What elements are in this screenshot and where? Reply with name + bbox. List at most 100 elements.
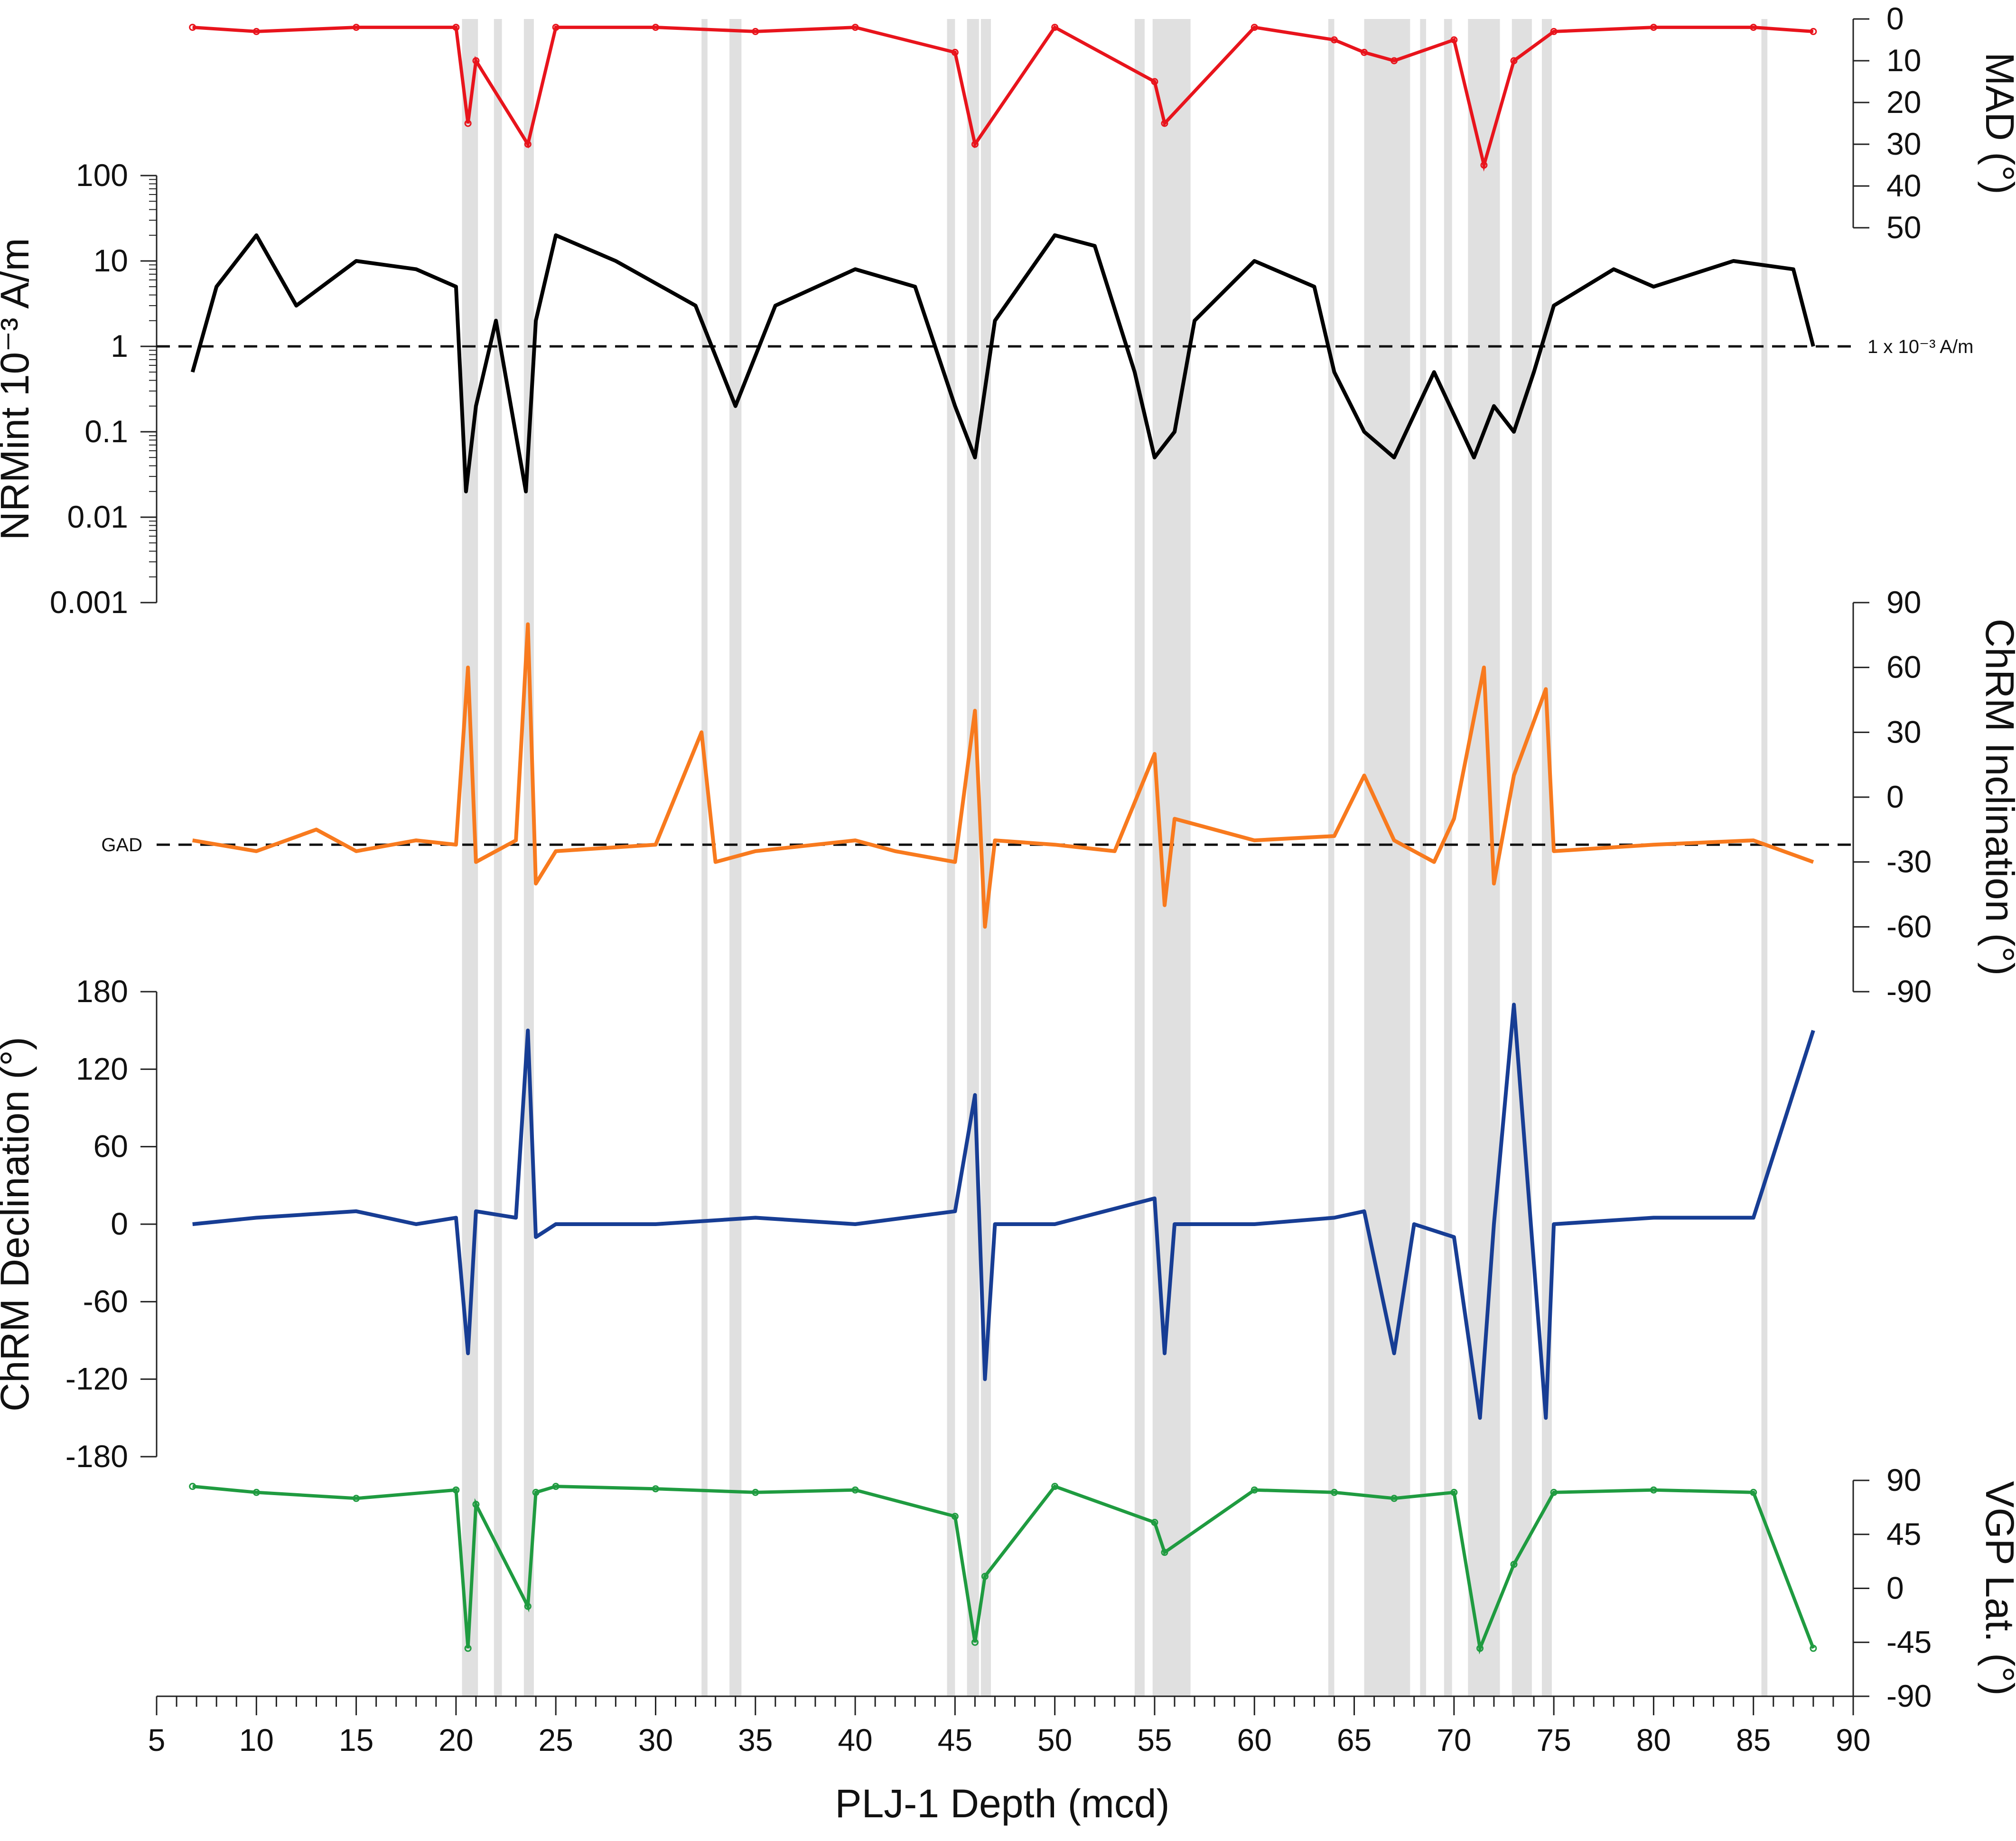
mad-point-23 — [1550, 28, 1558, 35]
mad-point-11 — [951, 48, 959, 56]
excluded-band-8 — [1134, 19, 1145, 1696]
x-tick-label-1: 10 — [239, 1722, 274, 1757]
dec-tick-label-0: 180 — [76, 974, 128, 1009]
vgp-point-14 — [981, 1572, 989, 1580]
inc-y-axis-title: ChRM Inclination (°) — [1978, 619, 2016, 976]
vgp-point-21 — [1450, 1488, 1458, 1496]
excluded-band-14 — [1468, 19, 1500, 1696]
x-tick-label-14: 75 — [1536, 1722, 1571, 1757]
mad-point-25 — [1750, 24, 1757, 31]
mad-point-12 — [971, 140, 979, 148]
dec-tick-label-5: -120 — [65, 1361, 128, 1396]
excluded-band-10 — [1328, 19, 1335, 1696]
vgp-point-6 — [524, 1602, 532, 1610]
inc-tick-label-2: 30 — [1886, 714, 1921, 749]
mad-tick-label-5: 50 — [1886, 210, 1921, 245]
inc-panel: 90 60 30 0 -30 -60 -90 ChRM Inclination (°) GAD — [101, 585, 2016, 1009]
excluded-band-15 — [1512, 19, 1532, 1696]
x-tick-label-7: 40 — [838, 1722, 872, 1757]
vgp-tick-label-4: -90 — [1886, 1678, 1932, 1713]
x-tick-label-2: 15 — [339, 1722, 373, 1757]
mad-point-24 — [1650, 24, 1657, 31]
inc-tick-label-6: -90 — [1886, 974, 1932, 1009]
excluded-band-17 — [1761, 19, 1768, 1696]
vgp-point-19 — [1330, 1488, 1338, 1496]
vgp-point-7 — [532, 1488, 540, 1496]
x-tick-label-4: 25 — [538, 1722, 573, 1757]
nrm-tick-label-2: 0.1 — [84, 414, 128, 449]
mad-tick-label-1: 10 — [1886, 43, 1921, 78]
mad-point-13 — [1051, 24, 1059, 31]
mad-point-4 — [464, 120, 472, 127]
x-tick-label-13: 70 — [1437, 1722, 1471, 1757]
dec-panel: 180 120 60 0 -60 -120 -180 ChRM Declination (°) — [0, 974, 1815, 1474]
dec-tick-label-3: 0 — [111, 1206, 128, 1241]
dec-tick-label-6: -180 — [65, 1439, 128, 1474]
inc-tick-label-4: -30 — [1886, 844, 1932, 879]
vgp-point-20 — [1391, 1495, 1398, 1502]
vgp-series-line — [192, 1484, 1815, 1655]
excluded-interval-bands — [462, 19, 1768, 1696]
mad-point-21 — [1480, 161, 1488, 169]
vgp-point-2 — [353, 1495, 360, 1502]
mad-point-20 — [1450, 36, 1458, 44]
nrm-series-line — [190, 233, 1815, 493]
vgp-point-5 — [472, 1501, 480, 1508]
vgp-point-1 — [252, 1488, 260, 1496]
mad-point-8 — [652, 24, 659, 31]
vgp-panel: 90 45 0 -45 -90 VGP Lat. (°) — [189, 1462, 2016, 1713]
excluded-band-5 — [947, 19, 955, 1696]
mad-point-6 — [524, 140, 532, 148]
x-tick-label-12: 65 — [1337, 1722, 1372, 1757]
mad-point-22 — [1510, 57, 1518, 65]
vgp-point-3 — [452, 1486, 460, 1494]
vgp-point-23 — [1510, 1561, 1518, 1568]
mad-series-line — [192, 25, 1814, 172]
x-tick-label-8: 45 — [938, 1722, 972, 1757]
vgp-point-15 — [1051, 1483, 1059, 1490]
inc-tick-label-3: 0 — [1886, 779, 1904, 814]
vgp-point-13 — [971, 1638, 979, 1646]
excluded-band-16 — [1541, 19, 1552, 1696]
excluded-band-2 — [523, 19, 534, 1696]
vgp-point-27 — [1810, 1645, 1817, 1652]
vgp-point-25 — [1650, 1486, 1657, 1494]
excluded-band-1 — [494, 19, 502, 1696]
excluded-band-13 — [1444, 19, 1452, 1696]
mad-y-axis-title: MAD (°) — [1978, 52, 2016, 195]
inc-series-line — [192, 622, 1814, 929]
vgp-tick-label-2: 0 — [1886, 1571, 1904, 1606]
mad-point-10 — [851, 24, 859, 31]
mad-point-18 — [1361, 48, 1368, 56]
mad-point-7 — [552, 24, 560, 31]
mad-point-19 — [1391, 57, 1398, 65]
mad-point-2 — [353, 24, 360, 31]
vgp-point-26 — [1750, 1488, 1757, 1496]
excluded-band-11 — [1364, 19, 1410, 1696]
mad-point-16 — [1251, 24, 1258, 31]
mad-tick-label-0: 0 — [1886, 1, 1904, 36]
inc-reference-label: GAD — [101, 835, 142, 855]
nrm-tick-label-4: 10 — [93, 243, 128, 278]
vgp-point-0 — [189, 1483, 196, 1490]
dec-y-axis-title: ChRM Declination (°) — [0, 1037, 37, 1412]
dec-tick-label-4: -60 — [83, 1283, 128, 1319]
vgp-point-22 — [1476, 1645, 1484, 1652]
mad-tick-label-4: 40 — [1886, 168, 1921, 203]
nrm-y-axis-title: NRMint 10⁻³ A/m — [0, 238, 37, 540]
vgp-point-4 — [464, 1645, 472, 1652]
x-tick-label-9: 50 — [1037, 1722, 1072, 1757]
x-tick-label-0: 5 — [148, 1722, 166, 1757]
nrm-tick-label-3: 1 — [111, 328, 128, 363]
x-tick-label-15: 80 — [1636, 1722, 1671, 1757]
vgp-point-9 — [652, 1485, 659, 1493]
nrm-tick-label-1: 0.01 — [67, 499, 128, 534]
x-axis-title: PLJ-1 Depth (mcd) — [835, 1781, 1170, 1826]
inc-tick-label-1: 60 — [1886, 650, 1921, 685]
mad-point-26 — [1810, 28, 1817, 35]
mad-point-5 — [472, 57, 480, 65]
x-tick-label-6: 35 — [738, 1722, 773, 1757]
vgp-point-12 — [951, 1513, 959, 1520]
dec-series-line — [192, 1003, 1815, 1420]
